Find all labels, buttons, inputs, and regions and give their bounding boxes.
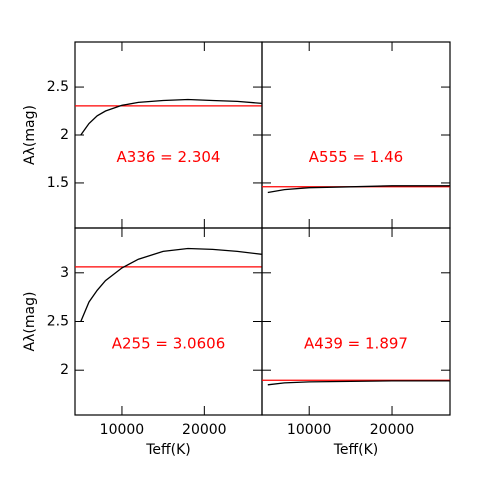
curve <box>267 380 450 386</box>
annotation: A255 = 3.0606 <box>112 334 225 352</box>
y-axis-label: Aλ(mag) <box>22 105 38 165</box>
x-axis-label: Teff(K) <box>333 442 379 458</box>
panel-frame <box>261 227 451 416</box>
y-tick-label: 3 <box>60 265 69 281</box>
x-tick-label: 10000 <box>100 422 145 438</box>
y-tick-label: 2.5 <box>47 79 69 95</box>
annotation: A439 = 1.897 <box>304 334 408 352</box>
annotation: A555 = 1.46 <box>309 148 403 166</box>
annotation: A336 = 2.304 <box>117 148 221 166</box>
x-tick-label: 20000 <box>182 422 227 438</box>
curve <box>80 247 262 322</box>
panel-frame <box>74 41 263 229</box>
curve <box>80 98 262 136</box>
x-tick-label: 20000 <box>370 422 415 438</box>
panel-frame <box>74 227 263 416</box>
panel-frame <box>261 41 451 229</box>
y-tick-label: 1.5 <box>47 175 69 191</box>
x-axis-label: Teff(K) <box>145 442 191 458</box>
y-axis-label: Aλ(mag) <box>22 292 38 352</box>
y-tick-label: 2 <box>60 362 69 378</box>
curve <box>267 185 450 194</box>
y-tick-label: 2.5 <box>47 314 69 330</box>
y-tick-label: 2 <box>60 127 69 143</box>
x-tick-label: 10000 <box>287 422 332 438</box>
